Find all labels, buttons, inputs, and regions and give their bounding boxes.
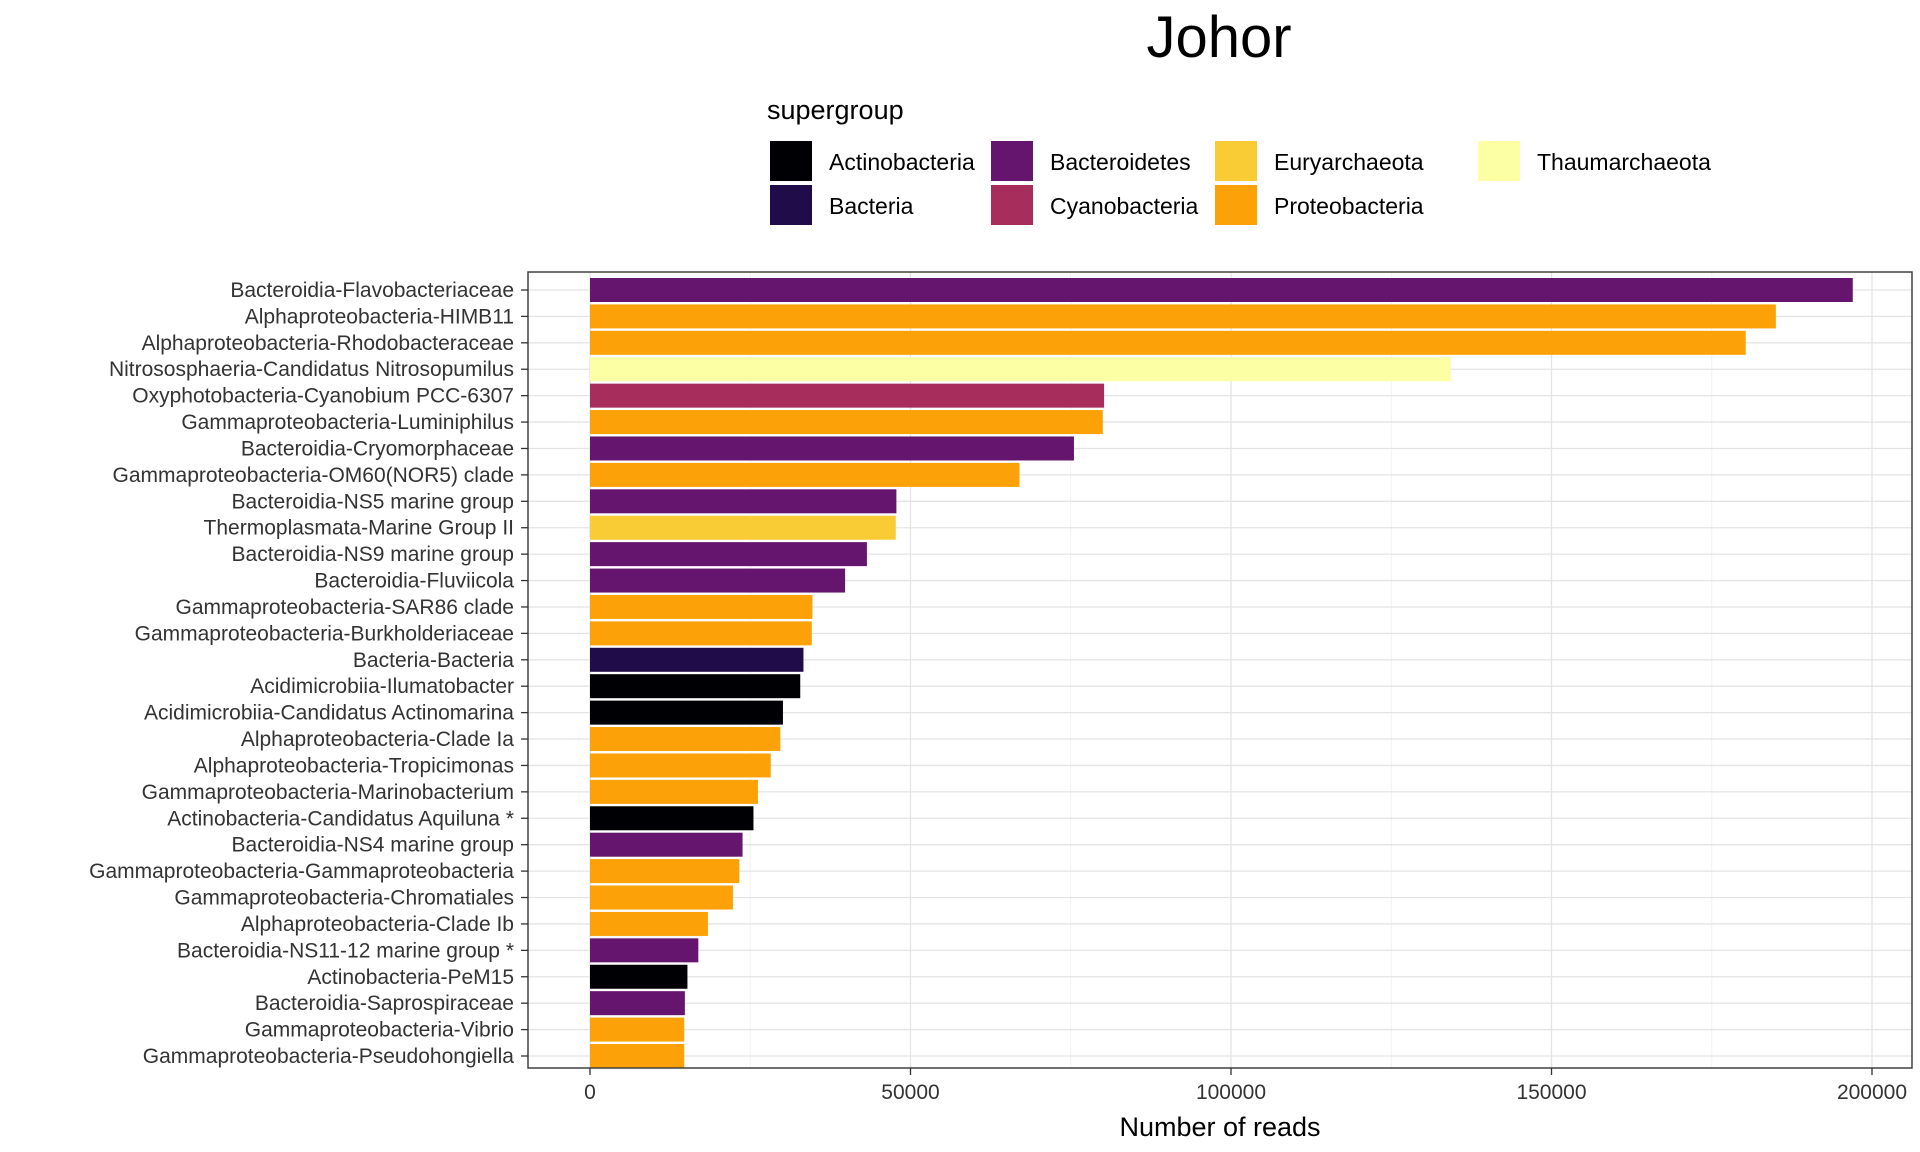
category-label: Bacteroidia-Fluviicola (314, 570, 514, 593)
legend-key-swatch (1215, 141, 1257, 181)
bar (590, 700, 783, 725)
bar (590, 594, 813, 619)
bar (590, 357, 1451, 382)
legend-entry-label: Cyanobacteria (1050, 193, 1199, 219)
legend: supergroup Actinobacteria Bacteria Bactero… (767, 95, 1711, 225)
bar (590, 964, 688, 989)
legend-entry-label: Euryarchaeota (1274, 149, 1424, 175)
legend-entry-label: Actinobacteria (829, 149, 975, 175)
x-axis-title: Number of reads (1119, 1112, 1320, 1142)
category-label: Gammaproteobacteria-Burkholderiaceae (135, 622, 514, 645)
bar (590, 621, 812, 646)
category-label: Acidimicrobiia-Ilumatobacter (250, 675, 514, 698)
bar (590, 991, 685, 1016)
x-tick-label: 200000 (1837, 1081, 1907, 1104)
category-label: Gammaproteobacteria-Luminiphilus (181, 411, 514, 434)
category-label: Gammaproteobacteria-Chromatiales (174, 887, 514, 910)
category-label: Alphaproteobacteria-Rhodobacteraceae (142, 332, 514, 355)
legend-entry-label: Thaumarchaeota (1537, 149, 1711, 175)
chart-title: Johor (1146, 5, 1291, 70)
x-tick-label: 0 (584, 1081, 596, 1104)
category-label: Bacteroidia-NS9 marine group (232, 543, 514, 566)
bar (590, 330, 1746, 355)
category-label: Bacteroidia-NS11-12 marine group * (177, 939, 514, 962)
bar (590, 489, 897, 514)
bar (590, 779, 758, 804)
category-label: Gammaproteobacteria-OM60(NOR5) clade (113, 464, 514, 487)
category-label: Acidimicrobiia-Candidatus Actinomarina (144, 702, 514, 725)
bar (590, 674, 801, 699)
category-label: Bacteroidia-Flavobacteriaceae (230, 279, 514, 302)
legend-key-swatch (991, 141, 1033, 181)
legend-key-swatch (1478, 141, 1520, 181)
category-label: Gammaproteobacteria-SAR86 clade (175, 596, 514, 619)
category-label: Nitrososphaeria-Candidatus Nitrosopumilu… (109, 358, 514, 381)
bar (590, 753, 771, 778)
category-label: Bacteroidia-Cryomorphaceae (241, 437, 514, 460)
category-label: Alphaproteobacteria-HIMB11 (245, 305, 514, 328)
bar (590, 885, 733, 910)
bar (590, 911, 708, 936)
category-label: Bacteroidia-Saprospiraceae (255, 992, 514, 1015)
category-label: Alphaproteobacteria-Clade Ia (241, 728, 514, 751)
bar (590, 462, 1020, 487)
x-axis: 0 50000 100000 150000 200000 (584, 1068, 1907, 1104)
bar (590, 647, 804, 672)
bar (590, 410, 1103, 435)
category-label: Gammaproteobacteria-Vibrio (245, 1019, 514, 1042)
category-label: Gammaproteobacteria-Pseudohongiella (143, 1045, 515, 1068)
category-label: Bacteroidia-NS5 marine group (232, 490, 514, 513)
bar (590, 278, 1853, 302)
category-label: Alphaproteobacteria-Tropicimonas (194, 754, 514, 777)
bar (590, 938, 699, 963)
category-label: Bacteroidia-NS4 marine group (232, 834, 514, 857)
bar (590, 806, 754, 831)
bar (590, 727, 781, 752)
bars (590, 278, 1853, 1068)
legend-key-swatch (991, 185, 1033, 225)
category-label: Gammaproteobacteria-Gammaproteobacteria (89, 860, 514, 883)
plot-panel-border (527, 271, 1913, 1069)
category-label: Actinobacteria-PeM15 (307, 966, 514, 989)
bar (590, 568, 846, 593)
legend-entry-label: Proteobacteria (1274, 193, 1424, 219)
category-label: Bacteria-Bacteria (353, 649, 514, 672)
y-axis: Bacteroidia-Flavobacteriaceae Alphaproteo… (89, 279, 528, 1068)
bar (590, 515, 896, 540)
bar (590, 832, 743, 857)
legend-key-swatch (770, 141, 812, 181)
bar (590, 859, 740, 884)
x-tick-label: 150000 (1516, 1081, 1586, 1104)
bar (590, 436, 1074, 461)
bar (590, 1017, 685, 1042)
legend-entry-label: Bacteroidetes (1050, 149, 1191, 175)
category-label: Gammaproteobacteria-Marinobacterium (142, 781, 514, 804)
legend-entry-label: Bacteria (829, 193, 914, 219)
bar (590, 383, 1105, 408)
bar (590, 304, 1776, 329)
legend-title: supergroup (767, 95, 904, 125)
bar (590, 1044, 685, 1068)
bar (590, 542, 867, 567)
category-label: Actinobacteria-Candidatus Aquiluna * (167, 807, 514, 830)
legend-key-swatch (1215, 185, 1257, 225)
legend-key-swatch (770, 185, 812, 225)
x-tick-label: 100000 (1196, 1081, 1266, 1104)
category-label: Thermoplasmata-Marine Group II (204, 517, 514, 540)
category-label: Oxyphotobacteria-Cyanobium PCC-6307 (132, 385, 514, 408)
category-label: Alphaproteobacteria-Clade Ib (241, 913, 514, 936)
x-tick-label: 50000 (881, 1081, 939, 1104)
